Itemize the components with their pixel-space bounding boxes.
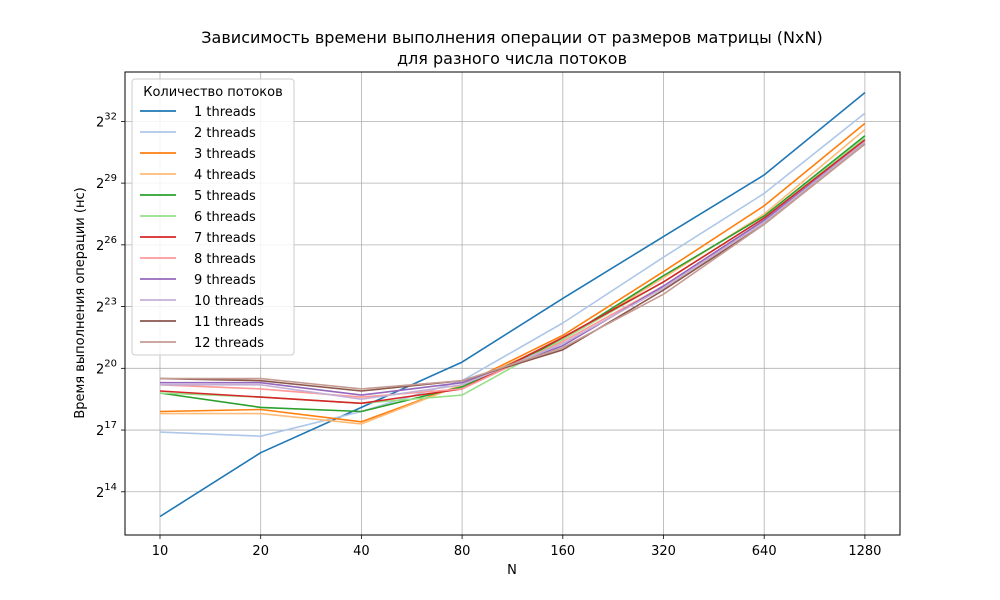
legend-label: 7 threads: [194, 231, 256, 246]
y-tick-base: 2: [96, 424, 104, 439]
y-tick-exponent: 32: [104, 111, 117, 122]
chart-subtitle: для разного числа потоков: [397, 49, 627, 68]
x-tick-label: 1280: [848, 544, 881, 559]
plot-frame: [124, 71, 901, 536]
axis-ticks: 10 20 40 80 160 320 640 12802142172202232262292…: [96, 111, 881, 559]
x-tick-label: 80: [454, 544, 471, 559]
legend-label: 2 threads: [194, 126, 256, 141]
y-tick-label: 217: [96, 420, 117, 439]
y-tick-exponent: 20: [104, 358, 117, 369]
series-line-2: [159, 112, 866, 438]
y-tick-label: 226: [96, 235, 117, 254]
series-line-12: [160, 143, 866, 390]
legend-label: 9 threads: [194, 273, 256, 288]
legend-box: [131, 78, 295, 356]
legend-label: 8 threads: [194, 252, 256, 267]
y-tick-exponent: 23: [104, 297, 117, 308]
legend-label: 12 threads: [194, 336, 264, 351]
y-tick-exponent: 14: [104, 482, 117, 493]
legend-label: 4 threads: [194, 168, 256, 183]
y-tick-label: 220: [96, 358, 117, 377]
y-tick-exponent: 29: [104, 173, 117, 184]
x-tick-label: 40: [353, 544, 370, 559]
series-line-1: [159, 91, 866, 518]
y-tick-base: 2: [96, 362, 104, 377]
legend-title: Количество потоков: [143, 85, 283, 100]
y-tick-base: 2: [96, 239, 104, 254]
x-tick-label: 320: [651, 544, 676, 559]
legend-label: 11 threads: [194, 315, 264, 330]
y-tick-base: 2: [96, 177, 104, 192]
y-tick-label: 232: [96, 111, 117, 130]
y-tick-base: 2: [96, 486, 104, 501]
x-tick-label: 160: [550, 544, 575, 559]
x-tick-label: 10: [152, 544, 169, 559]
x-axis-label: N: [507, 563, 517, 578]
legend-label: 3 threads: [194, 147, 256, 162]
x-tick-label: 20: [252, 544, 269, 559]
legend: Количество потоков 1 threads 2 threads 3 t…: [131, 78, 295, 356]
y-tick-exponent: 26: [104, 235, 117, 246]
series-lines: [159, 91, 866, 518]
legend-label: 6 threads: [194, 210, 256, 225]
series-line-7: [159, 139, 866, 405]
y-tick-exponent: 17: [104, 420, 117, 431]
y-tick-label: 229: [96, 173, 117, 192]
legend-label: 1 threads: [194, 105, 256, 120]
x-tick-label: 640: [752, 544, 777, 559]
y-tick-base: 2: [96, 115, 104, 130]
y-axis-label: Время выполнения операции (нс): [73, 187, 88, 418]
y-tick-base: 2: [96, 301, 104, 316]
y-tick-label: 214: [96, 482, 117, 501]
grid: [125, 72, 900, 535]
legend-label: 10 threads: [194, 294, 264, 309]
legend-label: 5 threads: [194, 189, 256, 204]
chart-title: Зависимость времени выполнения операции …: [201, 28, 822, 47]
series-line-3: [159, 122, 866, 423]
y-tick-label: 223: [96, 297, 117, 316]
series-line-4: [160, 128, 866, 425]
